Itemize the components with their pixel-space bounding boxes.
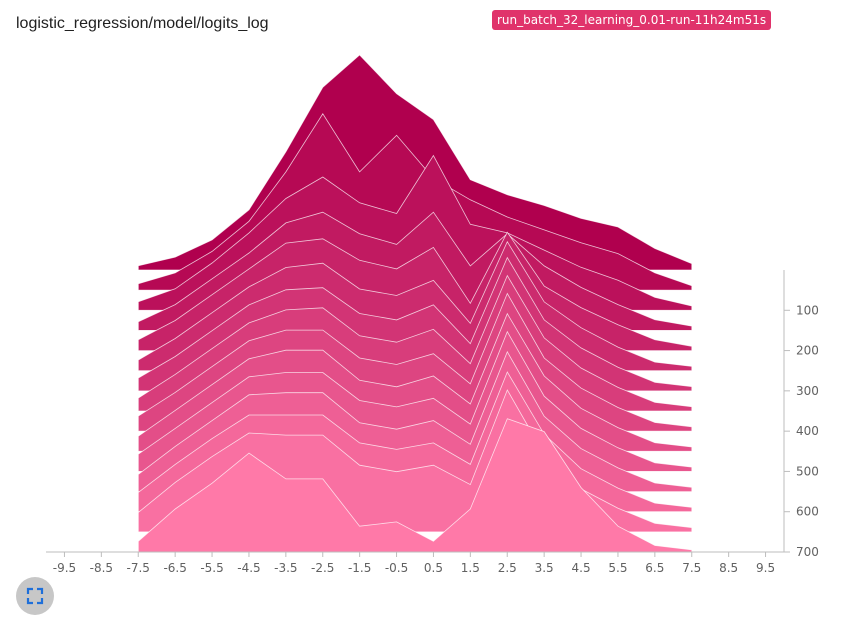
x-tick-label: -2.5 <box>311 561 334 575</box>
y-tick-label: 400 <box>796 424 819 438</box>
y-tick-label: 300 <box>796 384 819 398</box>
x-tick-label: -4.5 <box>237 561 260 575</box>
x-tick-label: -7.5 <box>127 561 150 575</box>
fullscreen-icon <box>26 587 44 605</box>
x-tick-label: -6.5 <box>163 561 186 575</box>
x-tick-label: 7.5 <box>682 561 701 575</box>
x-tick-label: -8.5 <box>90 561 113 575</box>
run-tag: run_batch_32_learning_0.01-run-11h24m51s <box>492 10 772 30</box>
x-tick-label: -0.5 <box>385 561 408 575</box>
y-tick-label: 600 <box>796 505 819 519</box>
x-tick-label: -3.5 <box>274 561 297 575</box>
histogram-layers <box>137 54 693 553</box>
x-tick-label: 4.5 <box>572 561 591 575</box>
card-title: logistic_regression/model/logits_log <box>16 15 269 32</box>
y-tick-label: 100 <box>796 303 819 317</box>
x-tick-label: 2.5 <box>498 561 517 575</box>
x-tick-label: 1.5 <box>461 561 480 575</box>
x-tick-label: 8.5 <box>719 561 738 575</box>
expand-button[interactable] <box>16 577 54 615</box>
y-axis: 100 200 300 400 500 600 700 <box>783 270 819 559</box>
x-tick-label: 3.5 <box>535 561 554 575</box>
x-tick-label: -1.5 <box>348 561 371 575</box>
x-tick-label: -5.5 <box>200 561 223 575</box>
x-tick-label: 0.5 <box>424 561 443 575</box>
y-tick-label: 200 <box>796 344 819 358</box>
x-tick-label: 9.5 <box>756 561 775 575</box>
x-tick-label: -9.5 <box>53 561 76 575</box>
y-tick-label: 700 <box>796 545 819 559</box>
x-axis: -9.5 -8.5 -7.5 -6.5 -5.5 -4.5 -3.5 -2.5 -1.5 -0.5… <box>46 551 784 575</box>
histogram-layer-step-700 <box>137 418 693 553</box>
y-tick-label: 500 <box>796 464 819 478</box>
x-tick-label: 6.5 <box>645 561 664 575</box>
x-tick-label: 5.5 <box>608 561 627 575</box>
